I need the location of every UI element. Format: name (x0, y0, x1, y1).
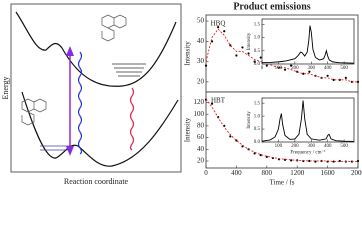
y-tick-label: 40 (197, 145, 205, 153)
data-line (205, 28, 358, 83)
molecule-icons (21, 14, 127, 126)
x-tick-label: 300 (308, 144, 316, 149)
x-tick-label: 300 (308, 66, 316, 71)
x-tick-label: 0 (261, 66, 264, 71)
data-line (205, 98, 358, 163)
y-tick-label: 20 (197, 157, 205, 165)
data-point (290, 64, 293, 67)
vibrational-levels (112, 63, 146, 77)
x-tick-label: 200 (291, 144, 299, 149)
x-tick-label: 2000 (351, 169, 362, 177)
y-tick-label: 30 (197, 57, 205, 65)
y-tick-label: 0.0 (254, 140, 261, 145)
x-tick-label: 800 (262, 169, 273, 177)
x-tick-label: 100 (275, 144, 283, 149)
y-tick-label: 0.0 (254, 62, 261, 67)
data-point (259, 154, 262, 157)
data-point (356, 159, 360, 163)
x-tick-label: 100 (275, 66, 283, 71)
data-point (247, 52, 250, 55)
data-point (308, 159, 311, 163)
data-line (261, 25, 355, 64)
y-tick-label: 60 (197, 133, 205, 141)
data-point (326, 74, 329, 77)
x-tick-label: 1600 (321, 169, 336, 177)
y-tick-label: 1.5 (254, 101, 261, 106)
panel-label: HBT (211, 97, 226, 105)
y-tick-label: 80 (197, 122, 205, 130)
reaction-coordinate-label: Reaction coordinate (64, 177, 129, 186)
y-tick-label: 1.0 (254, 114, 261, 119)
y-tick-label: 0.5 (254, 49, 261, 54)
diagram-frame (10, 3, 182, 173)
y-tick-label: 1.5 (254, 22, 261, 27)
data-point (204, 64, 208, 67)
data-line (261, 100, 355, 142)
excited-state-curve (15, 11, 177, 87)
energy-diagram: Energy Reaction coordinate (1, 3, 182, 186)
data-point (356, 80, 360, 83)
reactant-emission (77, 51, 83, 155)
data-point (217, 26, 220, 29)
x-axis-label: Time / fs (269, 178, 294, 186)
x-tick-label: 400 (231, 169, 242, 177)
panel-label: HBQ (211, 20, 226, 28)
data-point (229, 135, 232, 138)
data-point (332, 160, 335, 163)
y-axis-label: Intensity (247, 32, 252, 50)
x-tick-label: 400 (324, 144, 332, 149)
y-axis-label: Intensity (247, 111, 252, 129)
data-point (210, 102, 214, 105)
data-point (223, 30, 226, 33)
y-tick-label: 100 (194, 110, 205, 118)
y-tick-label: 20 (197, 77, 205, 85)
data-point (235, 54, 238, 57)
data-point (283, 68, 287, 71)
data-point (332, 78, 335, 81)
y-axis-label: Intensity (183, 117, 191, 142)
y-tick-label: 0.5 (254, 127, 261, 132)
product-emission (129, 87, 135, 151)
data-point (265, 64, 268, 67)
data-point (308, 70, 311, 73)
x-tick-label: 200 (291, 66, 299, 71)
y-tick-label: 120 (194, 98, 205, 106)
x-tick-label: 1200 (290, 169, 305, 177)
ground-levels (40, 145, 70, 151)
figure-title: Product emissions (233, 1, 310, 12)
y-tick-label: 40 (197, 37, 205, 45)
x-tick-label: 500 (340, 66, 348, 71)
energy-label: Energy (1, 77, 10, 100)
data-point (253, 60, 256, 63)
y-axis-label: Intensity (183, 41, 191, 66)
figure: Energy Reaction coordinate Product emiss… (1, 1, 362, 186)
data-point (302, 72, 305, 75)
plot-frame (261, 18, 355, 65)
data-point (241, 46, 244, 49)
ground-state-curve (21, 91, 179, 167)
x-tick-label: 500 (340, 144, 348, 149)
x-axis-label: Frequency / cm⁻¹ (290, 150, 326, 156)
x-tick-label: 0 (204, 169, 208, 177)
data-point (259, 56, 262, 59)
y-tick-label: 50 (197, 17, 205, 25)
x-tick-label: 400 (324, 66, 332, 71)
data-point (344, 76, 347, 79)
y-tick-label: 1.0 (254, 36, 261, 41)
